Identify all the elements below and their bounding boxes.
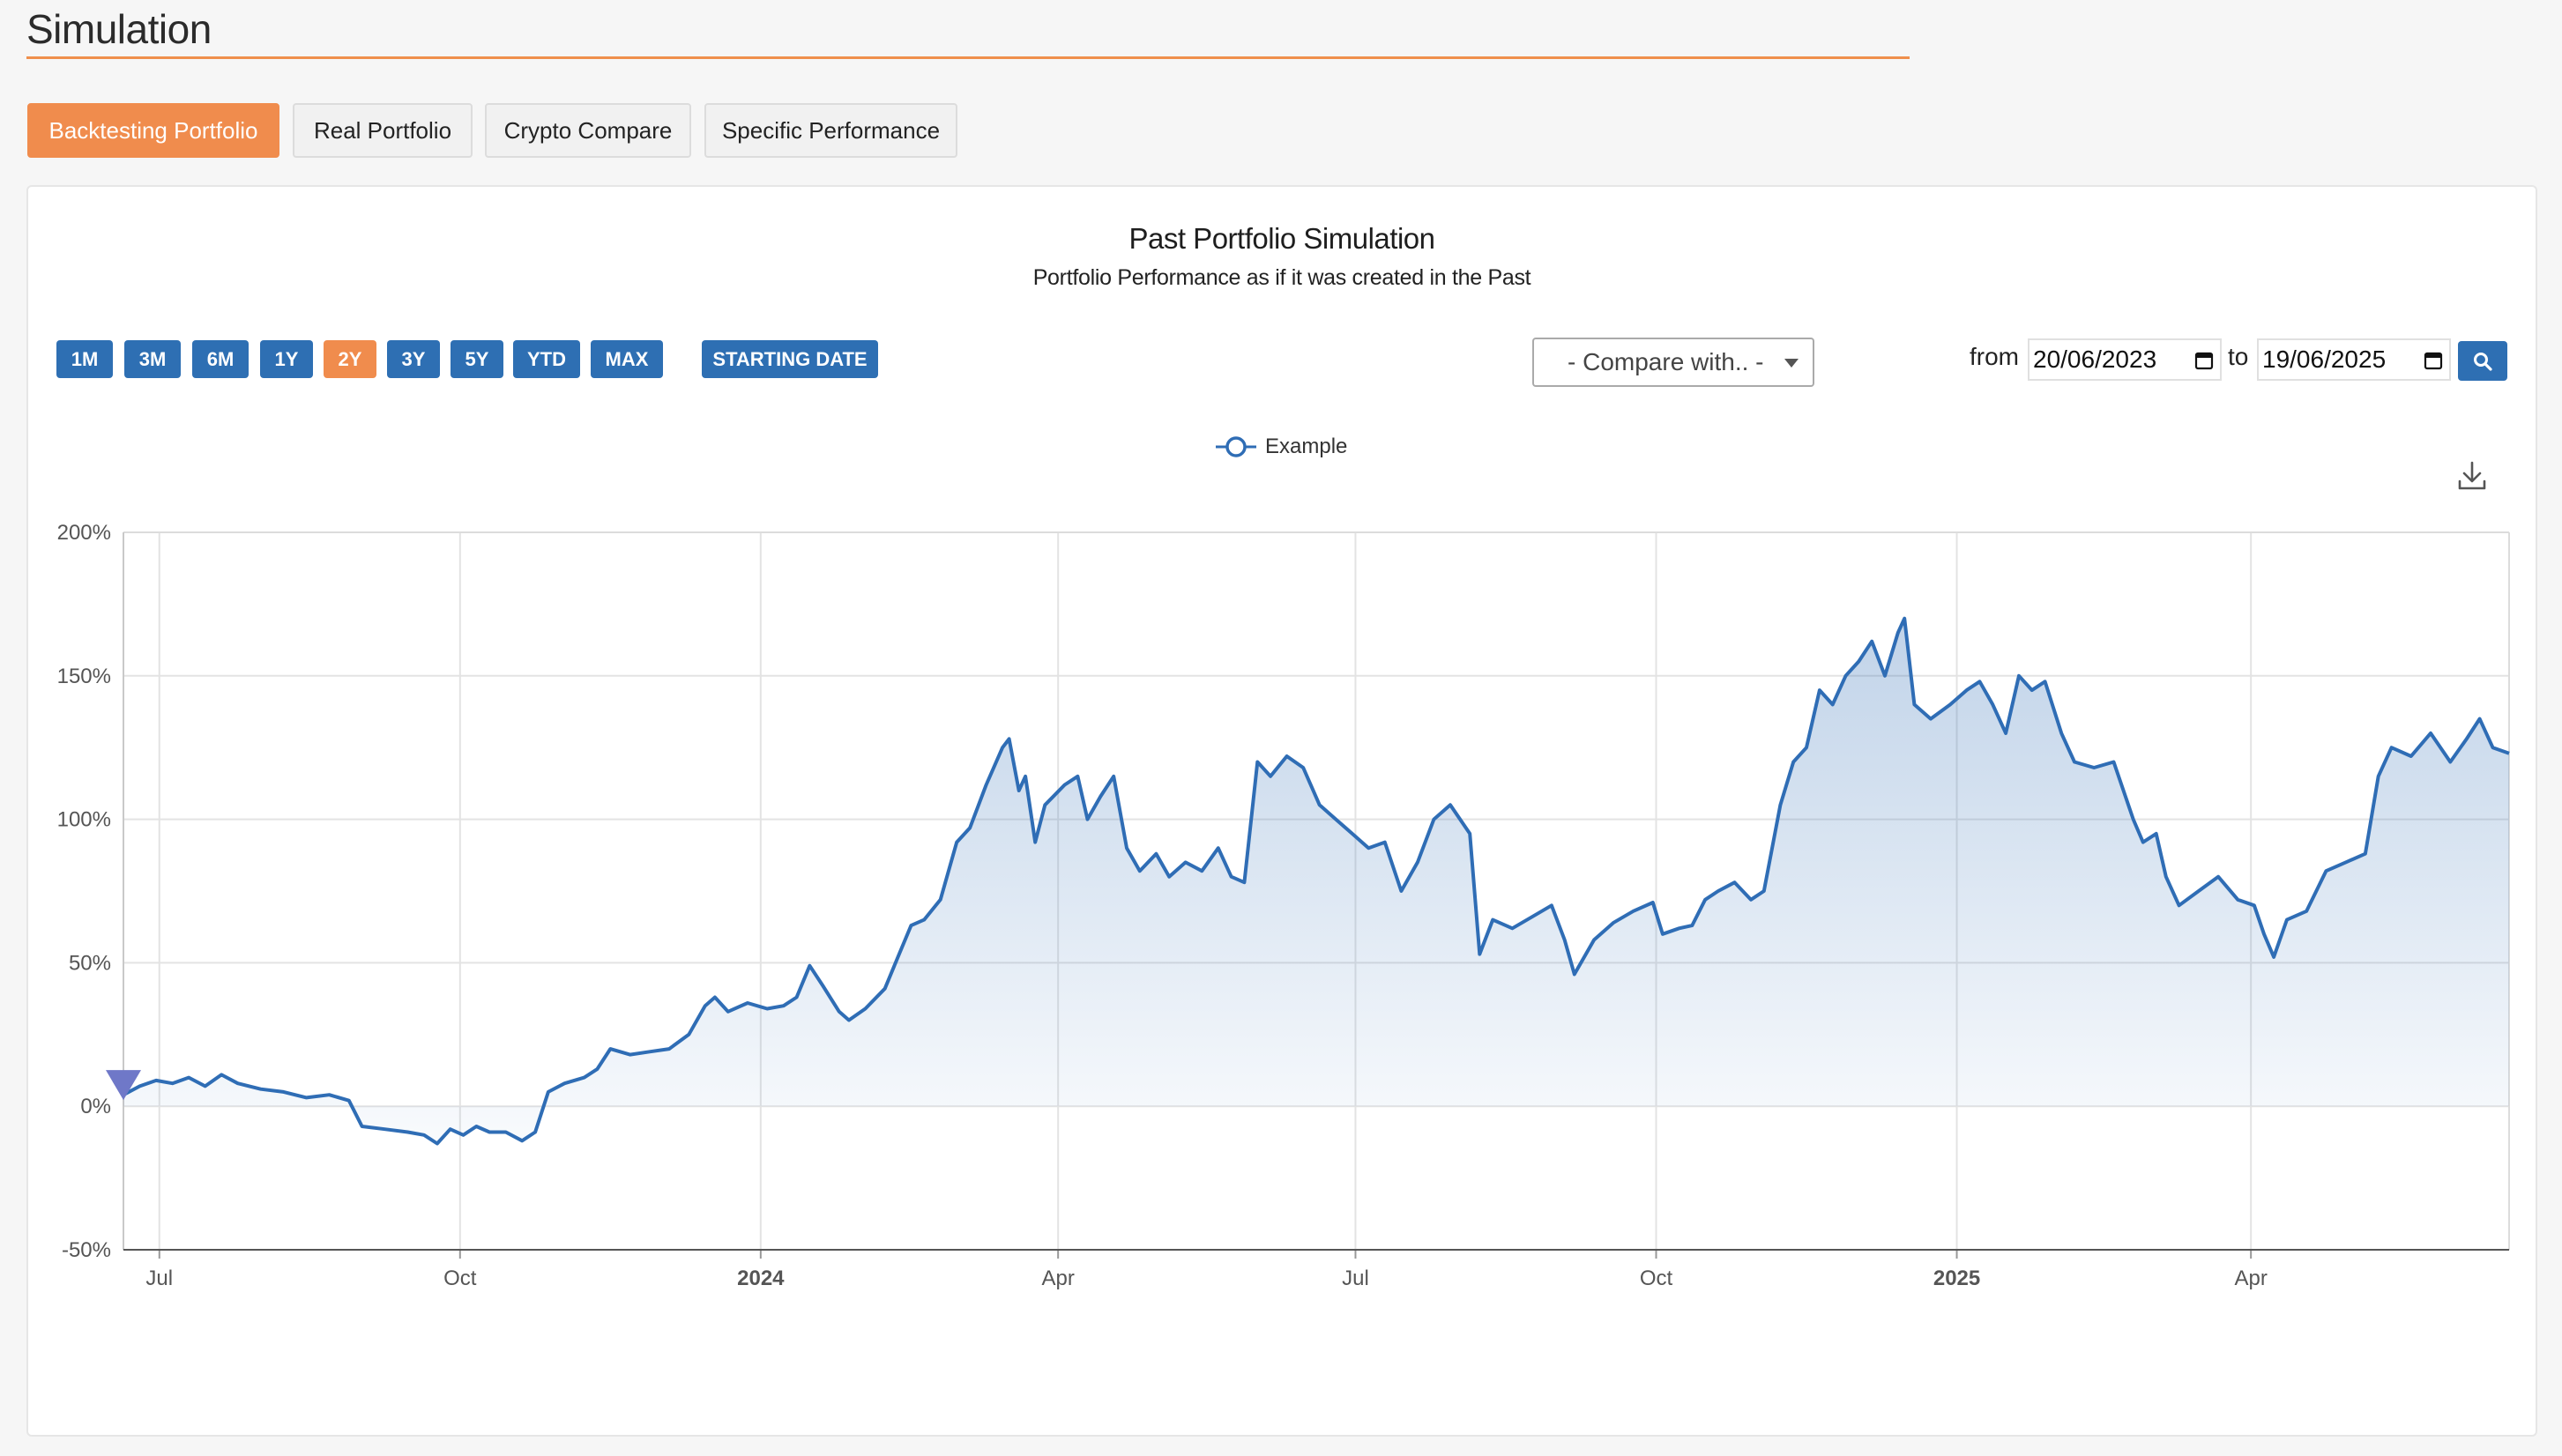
range-button-2y[interactable]: 2Y xyxy=(324,340,376,378)
title-divider xyxy=(26,56,1910,59)
chart-title: Past Portfolio Simulation xyxy=(1128,222,1435,255)
range-button-1m[interactable]: 1M xyxy=(56,340,113,378)
starting-date-button[interactable]: STARTING DATE xyxy=(702,340,878,378)
y-tick-label: -50% xyxy=(62,1238,111,1262)
search-button[interactable] xyxy=(2458,341,2507,381)
y-axis: 200% 150% 100% 50% 0% -50% xyxy=(57,521,111,1262)
download-icon[interactable] xyxy=(2454,458,2490,494)
start-marker-icon xyxy=(106,1070,141,1101)
chart-subtitle: Portfolio Performance as if it was creat… xyxy=(1032,265,1531,290)
x-tick-label: Jul xyxy=(1342,1267,1369,1290)
from-date-value: 20/06/2023 xyxy=(2033,345,2157,373)
legend-marker-icon xyxy=(1216,436,1256,457)
from-date-input[interactable]: 20/06/2023 xyxy=(2028,338,2222,381)
range-button-1y[interactable]: 1Y xyxy=(260,340,313,378)
range-button-5y[interactable]: 5Y xyxy=(451,340,503,378)
tab-backtesting-portfolio[interactable]: Backtesting Portfolio xyxy=(27,103,279,158)
to-date-value: 19/06/2025 xyxy=(2262,345,2387,373)
page-title: Simulation xyxy=(26,6,212,52)
range-button-3m[interactable]: 3M xyxy=(124,340,181,378)
x-tick-label: Apr xyxy=(1041,1267,1074,1290)
y-tick-label: 50% xyxy=(69,951,111,975)
legend-label: Example xyxy=(1265,435,1348,458)
x-axis: Jul Oct 2024 Apr Jul Oct 2025 Apr xyxy=(145,1267,2267,1290)
x-tick-label: Oct xyxy=(1640,1267,1673,1290)
series-line-example xyxy=(123,616,2510,1146)
legend-item-example[interactable]: Example xyxy=(1214,432,1347,462)
x-tick-label: Jul xyxy=(145,1267,173,1290)
calendar-icon[interactable] xyxy=(2193,350,2215,371)
x-tick-label: 2024 xyxy=(737,1267,785,1290)
x-tick-label: Apr xyxy=(2234,1267,2267,1290)
tab-specific-performance[interactable]: Specific Performance xyxy=(704,103,957,158)
y-tick-label: 150% xyxy=(57,665,111,688)
compare-select-label: - Compare with.. - xyxy=(1568,348,1764,375)
range-button-6m[interactable]: 6M xyxy=(192,340,249,378)
range-button-3y[interactable]: 3Y xyxy=(387,340,440,378)
x-tick-label: Oct xyxy=(443,1267,477,1290)
y-tick-label: 0% xyxy=(80,1095,111,1118)
from-label: from xyxy=(1970,343,2019,370)
search-icon xyxy=(2474,352,2492,371)
compare-select[interactable]: - Compare with.. - xyxy=(1532,338,1814,387)
chart-card: Past Portfolio Simulation Portfolio Perf… xyxy=(26,185,2537,1437)
y-tick-label: 100% xyxy=(57,808,111,832)
x-tick-label: 2025 xyxy=(1933,1267,1980,1290)
chevron-down-icon xyxy=(1784,359,1799,368)
performance-chart: 200% 150% 100% 50% 0% -50% Jul Oct 2024 Apr Jul Oc… xyxy=(57,521,2510,1290)
to-date-input[interactable]: 19/06/2025 xyxy=(2257,338,2451,381)
range-button-max[interactable]: MAX xyxy=(591,340,663,378)
tab-real-portfolio[interactable]: Real Portfolio xyxy=(293,103,473,158)
tab-crypto-compare[interactable]: Crypto Compare xyxy=(485,103,691,158)
range-button-ytd[interactable]: YTD xyxy=(513,340,580,378)
y-tick-label: 200% xyxy=(57,521,111,545)
calendar-icon[interactable] xyxy=(2423,350,2444,371)
series-area xyxy=(123,618,2509,1144)
to-label: to xyxy=(2228,343,2249,370)
